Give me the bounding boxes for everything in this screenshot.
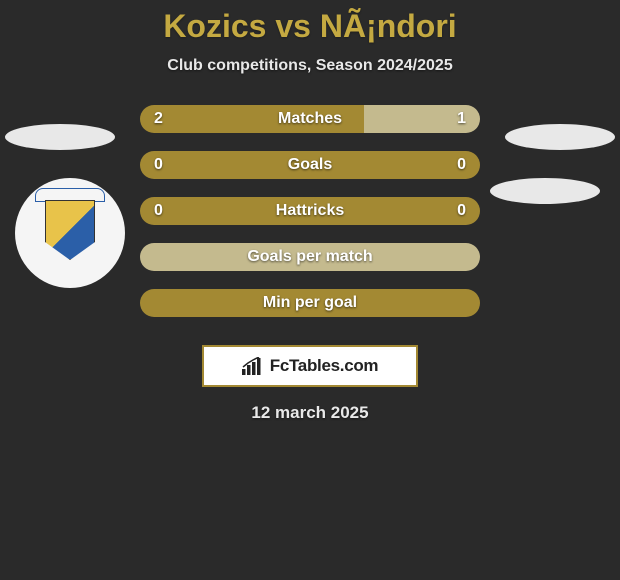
- stat-bar-goals-per-match: Goals per match: [140, 243, 480, 271]
- stat-label-goals: Goals: [288, 156, 332, 174]
- stat-bar-hattricks: 0 Hattricks 0: [140, 197, 480, 225]
- shield-icon: [45, 200, 95, 260]
- branding-text: FcTables.com: [270, 356, 379, 376]
- stat-value-goals-right: 0: [457, 156, 466, 174]
- stat-value-hattricks-right: 0: [457, 202, 466, 220]
- stat-label-min-per-goal: Min per goal: [263, 294, 357, 312]
- footer-date: 12 march 2025: [0, 403, 620, 423]
- chart-icon: [242, 357, 264, 375]
- club-badge-inner: [30, 188, 110, 278]
- page-title: Kozics vs NÃ¡ndori: [0, 8, 620, 45]
- stat-row-min-per-goal: Min per goal: [140, 289, 480, 317]
- stat-label-matches: Matches: [278, 110, 342, 128]
- stat-label-goals-per-match: Goals per match: [247, 248, 372, 266]
- page-subtitle: Club competitions, Season 2024/2025: [0, 57, 620, 75]
- stat-row-goals-per-match: Goals per match: [140, 243, 480, 271]
- player-badge-placeholder-right-mid: [490, 178, 600, 204]
- stat-label-hattricks: Hattricks: [276, 202, 344, 220]
- branding-box[interactable]: FcTables.com: [202, 345, 418, 387]
- player-badge-placeholder-left-top: [5, 124, 115, 150]
- stat-value-matches-right: 1: [457, 110, 466, 128]
- stat-value-matches-left: 2: [154, 110, 163, 128]
- stat-bar-matches: 2 Matches 1: [140, 105, 480, 133]
- stat-row-matches: 2 Matches 1: [140, 105, 480, 133]
- stat-row-hattricks: 0 Hattricks 0: [140, 197, 480, 225]
- player-badge-placeholder-right-top: [505, 124, 615, 150]
- stat-value-hattricks-left: 0: [154, 202, 163, 220]
- shield-banner: [35, 188, 105, 202]
- stat-row-goals: 0 Goals 0: [140, 151, 480, 179]
- stat-value-goals-left: 0: [154, 156, 163, 174]
- club-badge: [15, 178, 125, 288]
- stat-bar-min-per-goal: Min per goal: [140, 289, 480, 317]
- stat-bar-goals: 0 Goals 0: [140, 151, 480, 179]
